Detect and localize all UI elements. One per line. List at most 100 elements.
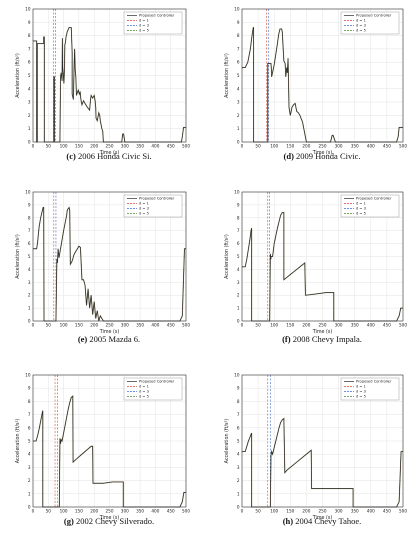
y-tick-label: 8 [237,215,240,220]
legend-box [123,377,183,401]
x-tick-label: 0 [32,323,35,328]
y-tick-label: 6 [237,241,240,246]
x-tick-label: 200 [302,509,310,514]
y-tick-label: 10 [25,190,31,195]
y-tick-label: 7 [237,228,240,233]
y-axis-label: Acceleration (ft/s²) [224,419,230,464]
chart-caption: (c) 2006 Honda Civic Si. [66,151,151,161]
x-tick-label: 350 [351,144,359,149]
legend-label: d = 5 [139,212,149,216]
x-axis-label: Time (s) [99,150,120,156]
caption-letter: (f) [282,334,291,344]
y-tick-label: 3 [237,280,240,285]
legend-label: Proposed Controller [139,380,175,384]
y-tick-label: 4 [28,267,31,272]
legend-label: d = 3 [356,207,366,211]
x-tick-label: 250 [106,509,114,514]
legend-label: Proposed Controller [356,380,392,384]
x-tick-label: 500 [399,509,407,514]
y-tick-label: 7 [28,228,31,233]
legend-label: d = 3 [139,24,149,28]
x-tick-label: 150 [75,323,83,328]
x-tick-label: 0 [32,509,35,514]
x-tick-label: 0 [241,509,244,514]
y-tick-label: 6 [28,241,31,246]
y-tick-label: 9 [237,20,240,25]
x-tick-label: 450 [167,509,175,514]
y-tick-label: 0 [237,319,240,324]
x-tick-label: 200 [302,323,310,328]
x-tick-label: 300 [335,509,343,514]
caption-text: 2002 Chevy Silverado. [74,516,154,526]
x-tick-label: 350 [136,144,144,149]
x-tick-label: 450 [383,144,391,149]
chart-panel-5: 0 50 100 150 200 250 300 350 400 450 500 0 1 2 3 4 5 6 7 8 9… [15,373,190,527]
x-tick-label: 250 [106,323,114,328]
y-tick-label: 3 [28,465,31,470]
x-tick-label: 250 [319,509,327,514]
x-tick-label: 200 [90,144,98,149]
chart-panel-3: 0 50 100 150 200 250 300 350 400 450 500 0 1 2 3 4 5 6 7 8 9… [15,190,190,345]
y-tick-label: 10 [234,373,240,378]
y-tick-label: 5 [28,439,31,444]
chart-panel-1: 0 50 100 150 200 250 300 350 400 450 500 0 1 2 3 4 5 6 7 8 9… [15,7,190,162]
x-tick-label: 150 [286,144,294,149]
x-tick-label: 50 [46,323,52,328]
legend-label: d = 5 [356,29,366,33]
chart-caption: (f) 2008 Chevy Impala. [282,334,362,344]
chart-caption: (g) 2002 Chevy Silverado. [64,516,154,526]
y-tick-label: 2 [28,293,31,298]
x-tick-label: 500 [399,144,407,149]
x-tick-label: 500 [182,323,190,328]
y-tick-label: 7 [237,412,240,417]
x-axis-label: Time (s) [312,329,333,335]
x-tick-label: 0 [32,144,35,149]
legend-label: d = 1 [139,19,149,23]
y-tick-label: 1 [28,306,31,311]
x-tick-label: 300 [121,323,129,328]
legend-box [340,377,400,401]
x-tick-label: 250 [319,323,327,328]
legend-box [340,194,400,218]
x-tick-label: 500 [182,144,190,149]
x-tick-label: 50 [255,509,261,514]
y-tick-label: 1 [237,491,240,496]
x-axis-label: Time (s) [312,150,333,156]
x-tick-label: 200 [302,144,310,149]
y-tick-label: 7 [237,46,240,51]
x-tick-label: 250 [106,144,114,149]
y-tick-label: 8 [28,33,31,38]
x-tick-label: 0 [241,144,244,149]
caption-text: 2008 Chevy Impala. [291,334,362,344]
x-tick-label: 50 [46,509,52,514]
legend-label: d = 3 [356,24,366,28]
y-tick-label: 6 [237,60,240,65]
legend-label: d = 1 [356,202,366,206]
x-tick-label: 150 [75,144,83,149]
chart-caption: (d) 2009 Honda Civic. [284,151,361,161]
caption-letter: (g) [64,516,74,526]
x-tick-label: 300 [121,509,129,514]
axes-frame [32,191,187,322]
x-tick-label: 100 [270,323,278,328]
y-tick-label: 10 [25,7,31,12]
x-tick-label: 150 [286,323,294,328]
axes-frame [241,191,404,322]
x-tick-label: 450 [383,509,391,514]
y-tick-label: 8 [28,399,31,404]
x-tick-label: 50 [46,144,52,149]
x-tick-label: 150 [286,509,294,514]
y-tick-label: 1 [28,126,31,131]
caption-letter: (h) [283,516,294,526]
y-tick-label: 7 [28,46,31,51]
legend-box [123,194,183,218]
y-tick-label: 9 [28,20,31,25]
y-tick-label: 7 [28,412,31,417]
x-tick-label: 350 [351,323,359,328]
axes-frame [32,374,187,508]
y-tick-label: 2 [28,113,31,118]
x-tick-label: 400 [151,509,159,514]
chart-panel-2: 0 50 100 150 200 250 300 350 400 450 500 0 1 2 3 4 5 6 7 8 9… [224,7,407,162]
y-tick-label: 4 [28,452,31,457]
